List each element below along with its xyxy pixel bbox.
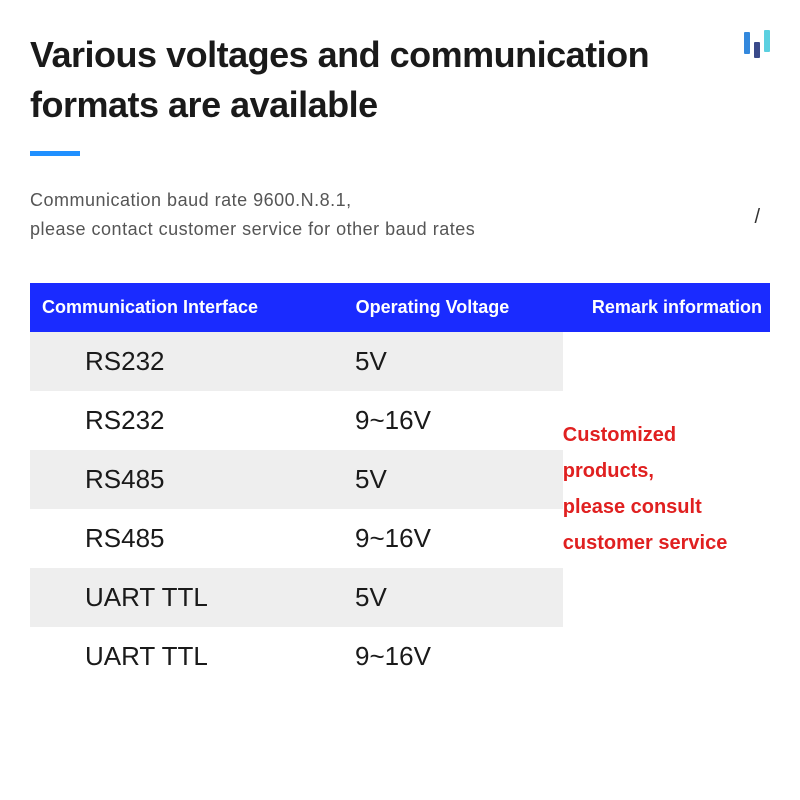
bar-icon: [754, 42, 760, 58]
table-body: RS232 5V RS232 9~16V RS485 5V RS485 9~16…: [30, 332, 770, 686]
cell-interface: RS485: [30, 523, 355, 554]
bar-icon: [764, 30, 770, 52]
cell-voltage: 5V: [355, 346, 563, 377]
slash-decor: /: [754, 206, 760, 229]
cell-interface: UART TTL: [30, 641, 355, 672]
remark-line-2: please consult: [563, 496, 702, 518]
table-header: Communication Interface Operating Voltag…: [30, 283, 770, 332]
accent-line: [30, 151, 80, 156]
subtitle-row: Communication baud rate 9600.N.8.1, plea…: [30, 186, 770, 244]
cell-voltage: 9~16V: [355, 405, 563, 436]
cell-voltage: 9~16V: [355, 523, 563, 554]
page-title: Various voltages and communication forma…: [30, 30, 770, 131]
cell-voltage: 9~16V: [355, 641, 563, 672]
table-row: RS485 9~16V: [30, 509, 563, 568]
table-row: RS232 5V: [30, 332, 563, 391]
remark-text: Customized products, please consult cust…: [563, 417, 770, 561]
table-row: UART TTL 9~16V: [30, 627, 563, 686]
subtitle-line-1: Communication baud rate 9600.N.8.1,: [30, 190, 352, 210]
cell-interface: RS485: [30, 464, 355, 495]
remark-line-1: Customized products,: [563, 424, 676, 482]
cell-voltage: 5V: [355, 582, 563, 613]
decorative-bars-icon: [744, 30, 770, 58]
remark-line-3: customer service: [563, 532, 728, 554]
cell-interface: RS232: [30, 405, 355, 436]
table-row: RS232 9~16V: [30, 391, 563, 450]
cell-interface: UART TTL: [30, 582, 355, 613]
subtitle-line-2: please contact customer service for othe…: [30, 219, 475, 239]
table-row: RS485 5V: [30, 450, 563, 509]
subtitle-text: Communication baud rate 9600.N.8.1, plea…: [30, 186, 475, 244]
header-col-interface: Communication Interface: [30, 297, 356, 318]
cell-interface: RS232: [30, 346, 355, 377]
table-row: UART TTL 5V: [30, 568, 563, 627]
cell-voltage: 5V: [355, 464, 563, 495]
table-remark-col: Customized products, please consult cust…: [563, 332, 770, 686]
bar-icon: [744, 32, 750, 54]
table-left-cols: RS232 5V RS232 9~16V RS485 5V RS485 9~16…: [30, 332, 563, 686]
spec-table: Communication Interface Operating Voltag…: [30, 283, 770, 686]
header-col-remark: Remark information: [563, 297, 770, 318]
header-col-voltage: Operating Voltage: [356, 297, 563, 318]
